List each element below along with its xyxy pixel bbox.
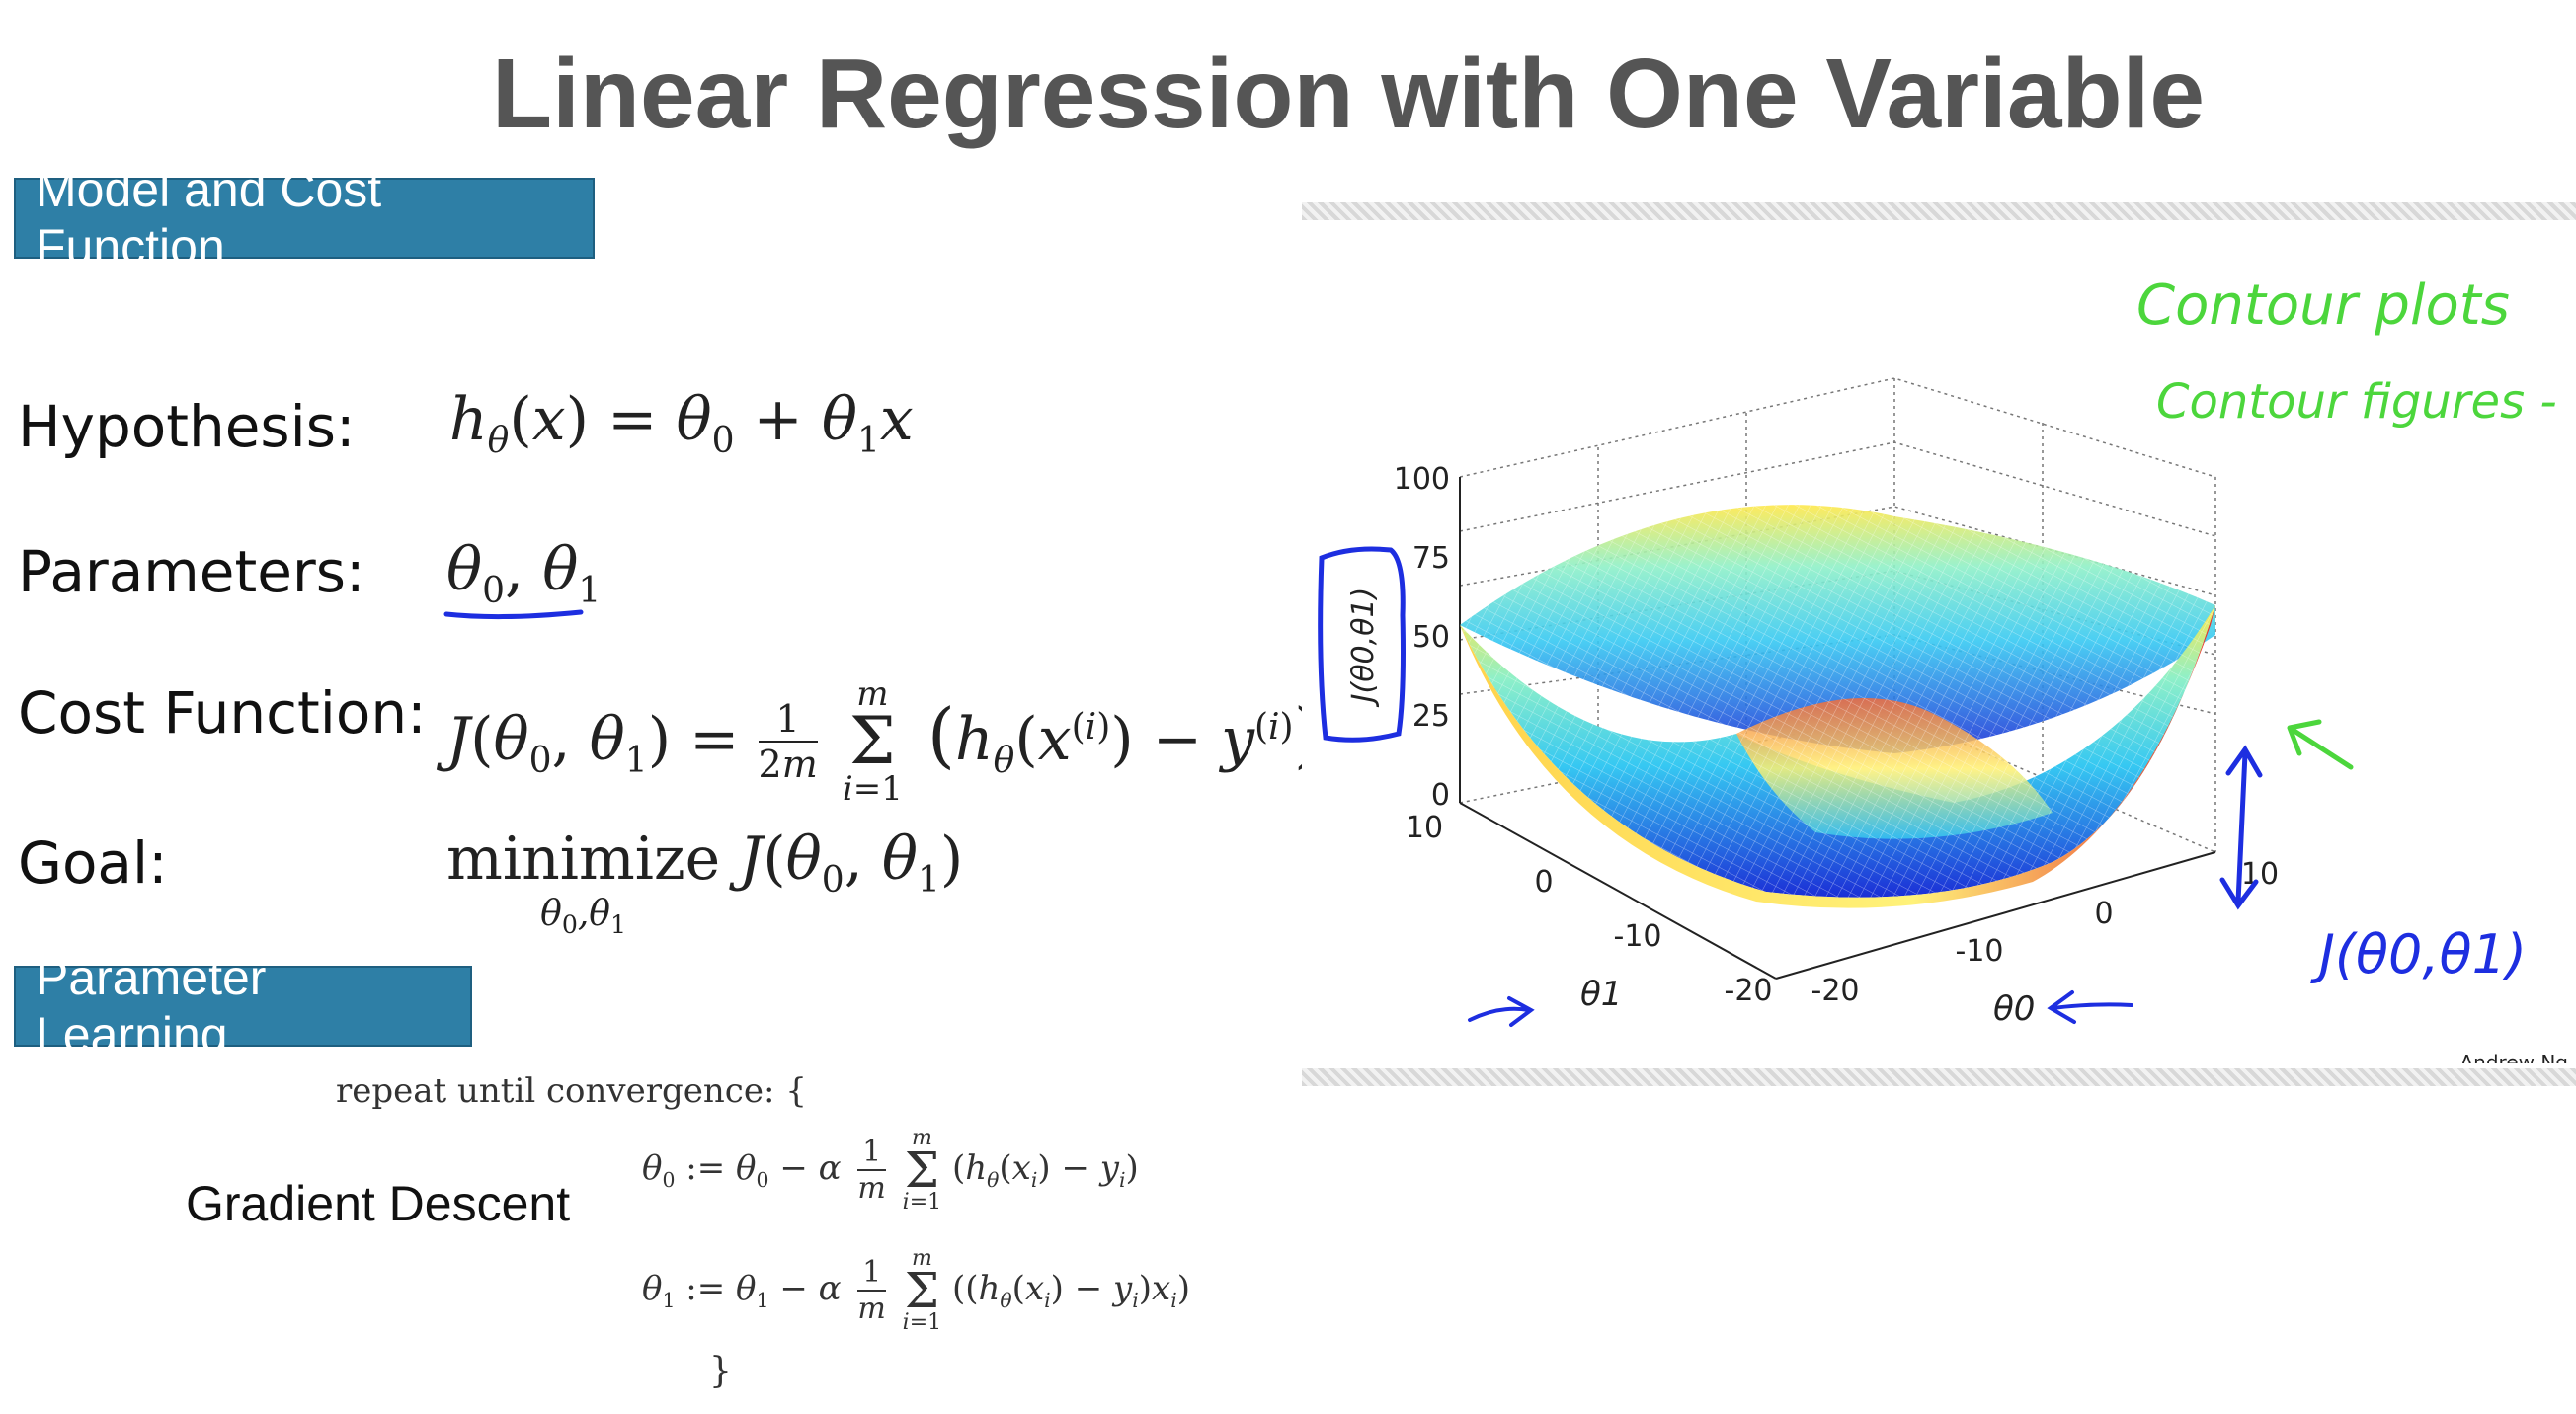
surface-plot-figure: 100 75 50 25 0 10 0 -10 -20 -20 -10 0 10… bbox=[1318, 274, 2568, 1074]
theta1-axis-label: θ1 bbox=[1580, 975, 1622, 1014]
z-tick-100: 100 bbox=[1394, 462, 1450, 497]
front-axes bbox=[1459, 477, 2216, 980]
goal-formula: minimize θ0,θ1 J(θ0, θ1) bbox=[446, 825, 964, 940]
panel-top-border bbox=[1302, 202, 2576, 220]
theta1-tick-neg20: -20 bbox=[1725, 974, 1773, 1008]
blue-arrow-theta0 bbox=[2047, 990, 2133, 1024]
hypothesis-label: Hypothesis: bbox=[18, 393, 356, 460]
page-title: Linear Regression with One Variable bbox=[492, 39, 2205, 149]
theta1-tick-10: 10 bbox=[1406, 811, 1443, 845]
surface-mesh bbox=[1460, 505, 2215, 898]
parameters-label: Parameters: bbox=[18, 538, 365, 605]
z-tick-75: 75 bbox=[1412, 541, 1450, 576]
theta0-tick-0: 0 bbox=[2094, 897, 2113, 931]
gradient-descent-label: Gradient Descent bbox=[186, 1176, 571, 1231]
z-tick-0: 0 bbox=[1431, 778, 1450, 813]
goal-label: Goal: bbox=[18, 829, 168, 897]
z-tick-25: 25 bbox=[1412, 699, 1450, 734]
panel-bottom-border bbox=[1302, 1068, 2576, 1086]
credit-text: Andrew Ng bbox=[2459, 1051, 2568, 1063]
section-header-model: Model and Cost Function bbox=[14, 162, 595, 275]
z-axis-label: J(θ0,θ1) bbox=[1346, 588, 1381, 708]
theta1-tick-0: 0 bbox=[1534, 865, 1553, 900]
theta0-tick-10: 10 bbox=[2241, 857, 2279, 892]
blue-underline bbox=[443, 609, 584, 620]
parameters-formula: θ0, θ1 bbox=[446, 535, 602, 611]
surface-plot-panel: 100 75 50 25 0 10 0 -10 -20 -20 -10 0 10… bbox=[1302, 202, 2576, 1086]
hypothesis-formula: hθ(x) = θ0 + θ1x bbox=[449, 385, 914, 461]
blue-double-arrow bbox=[2219, 745, 2263, 910]
green-arrow bbox=[2287, 719, 2354, 770]
blue-arrow-theta1 bbox=[1468, 996, 1535, 1027]
theta0-axis-label: θ0 bbox=[1993, 989, 2035, 1029]
handwriting-contour-plots: Contour plots bbox=[2136, 274, 2510, 338]
theta1-tick-neg10: -10 bbox=[1614, 919, 1662, 954]
closing-brace: } bbox=[709, 1351, 732, 1391]
section-header-learning: Parameter Learning bbox=[14, 950, 472, 1062]
cost-function-label: Cost Function: bbox=[18, 679, 427, 746]
z-tick-50: 50 bbox=[1412, 620, 1450, 655]
handwriting-cost-function: J(θ0,θ1) bbox=[2310, 923, 2527, 985]
handwriting-contour-figures: Contour figures - bbox=[2156, 374, 2557, 430]
theta0-tick-neg10: -10 bbox=[1956, 934, 2004, 969]
theta0-tick-neg20: -20 bbox=[1811, 974, 1860, 1008]
cost-function-formula: J(θ0, θ1) = 12m mΣi=1 (hθ(x(i)) − y(i))2 bbox=[446, 674, 1344, 809]
repeat-line: repeat until convergence: { bbox=[336, 1071, 807, 1111]
z-label-annotation-box bbox=[1318, 546, 1406, 743]
